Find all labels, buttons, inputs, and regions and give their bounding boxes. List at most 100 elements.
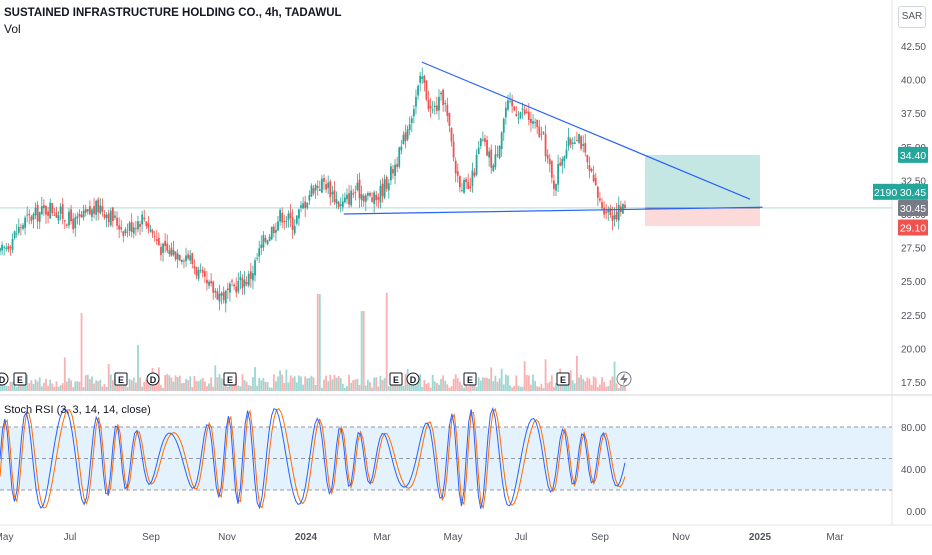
candle-body: [511, 100, 514, 107]
candle-body: [141, 214, 144, 225]
candle-body: [277, 221, 279, 231]
volume-bar: [530, 384, 532, 391]
candle-body: [394, 164, 396, 176]
volume-bar: [97, 381, 100, 391]
candle-body: [611, 215, 614, 221]
candle-body: [601, 202, 603, 209]
volume-bar: [84, 375, 87, 391]
candle-body: [398, 147, 401, 167]
volume-bar: [389, 385, 392, 391]
candle-body: [586, 154, 589, 163]
candle-body: [239, 276, 242, 281]
volume-bar: [578, 377, 580, 391]
candle-body: [195, 267, 198, 276]
candle-body: [9, 246, 12, 248]
volume-bar: [17, 382, 20, 391]
volume-bar: [521, 386, 524, 391]
volume-bar: [348, 374, 350, 391]
volume-bar: [310, 375, 313, 391]
volume-bar: [15, 386, 18, 391]
volume-bar: [93, 383, 95, 391]
volume-bar: [220, 378, 223, 391]
event-marker-label: E: [560, 375, 566, 385]
currency-button[interactable]: SAR: [898, 6, 926, 28]
volume-bar: [70, 380, 72, 391]
volume-bar: [479, 380, 482, 391]
candle-body: [385, 176, 388, 189]
volume-bar: [343, 387, 346, 391]
volume-bar: [398, 380, 401, 391]
volume-bar: [178, 375, 181, 391]
volume-bar: [484, 377, 486, 391]
volume-bar: [354, 379, 357, 391]
candle-body: [124, 229, 127, 234]
volume-bar: [611, 376, 614, 391]
candle-body: [101, 206, 104, 212]
volume-bar: [304, 376, 307, 391]
time-axis-label: Nov: [218, 532, 236, 543]
volume-bar: [550, 375, 553, 391]
candle-body: [530, 118, 532, 123]
candle-body: [412, 109, 415, 117]
candle-body: [615, 211, 618, 220]
volume-bar: [504, 374, 507, 391]
stoch-rsi-k-line: [0, 406, 626, 510]
volume-bar: [544, 359, 547, 391]
price-tick-label: 22.50: [901, 311, 926, 322]
volume-bar: [145, 379, 148, 391]
volume-bar: [532, 374, 534, 391]
candle-body: [473, 172, 476, 176]
candle-body: [521, 108, 524, 110]
candle-body: [91, 209, 93, 217]
volume-bar: [316, 294, 319, 391]
volume-label[interactable]: Vol: [4, 22, 21, 36]
candle-body: [563, 156, 566, 161]
candle-body: [517, 117, 520, 119]
volume-bar: [538, 387, 541, 391]
volume-bar: [366, 379, 369, 391]
candle-body: [285, 221, 288, 222]
candle-body: [463, 179, 465, 193]
volume-bar: [490, 367, 493, 391]
candle-body: [565, 149, 568, 158]
volume-bar: [452, 378, 455, 391]
candle-body: [306, 202, 309, 208]
candle-body: [118, 225, 121, 230]
candle-body: [438, 96, 440, 111]
volume-bar: [513, 385, 516, 391]
candle-body: [381, 183, 384, 197]
candle-body: [105, 214, 108, 219]
candle-body: [206, 279, 208, 284]
volume-bar: [49, 379, 52, 391]
candle-body: [354, 191, 357, 193]
candle-body: [624, 204, 626, 208]
volume-bar: [540, 383, 543, 391]
candle-body: [275, 230, 277, 233]
candle-body: [93, 206, 95, 214]
candle-body: [366, 192, 369, 196]
candle-body: [346, 194, 348, 200]
candle-body: [373, 192, 376, 205]
candle-body: [599, 198, 601, 201]
symbol-title[interactable]: SUSTAINED INFRASTRUCTURE HOLDING CO., 4h…: [4, 7, 342, 19]
candle-body: [65, 224, 68, 226]
volume-bar: [613, 361, 616, 391]
candle-body: [237, 280, 240, 292]
candle-body: [433, 105, 436, 108]
candle-body: [183, 260, 185, 262]
rsi-tick-label: 40.00: [901, 465, 926, 476]
stoch-rsi-label[interactable]: Stoch RSI (3, 3, 14, 14, close): [4, 404, 151, 416]
volume-bar: [429, 387, 432, 391]
candle-body: [5, 247, 8, 249]
candle-body: [605, 211, 608, 214]
candle-body: [34, 207, 37, 216]
volume-bar: [555, 383, 557, 391]
candle-body: [308, 195, 311, 201]
candle-body: [7, 246, 10, 250]
candle-body: [327, 182, 330, 189]
candle-body: [550, 161, 553, 178]
tag-volume-bg: [873, 183, 898, 200]
